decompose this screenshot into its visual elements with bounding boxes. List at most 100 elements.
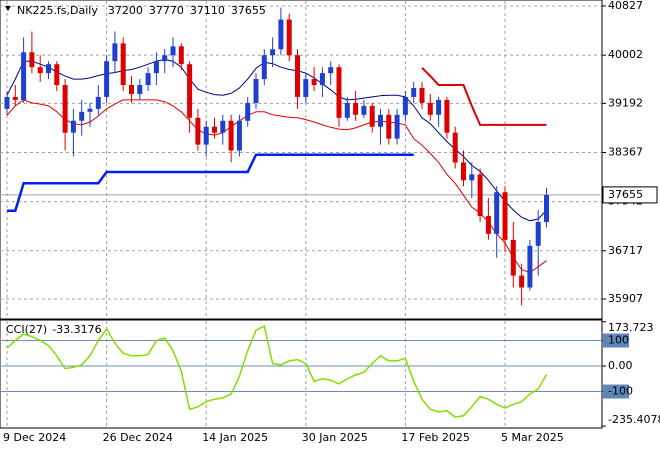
candle-body — [253, 79, 259, 103]
candle-body — [162, 55, 168, 62]
indicator-title: CCI(27) -33.3176 — [6, 323, 102, 336]
candle-body — [203, 126, 209, 145]
candle-body — [452, 132, 458, 163]
indicator-line — [6, 58, 547, 222]
x-tick-label: 17 Feb 2025 — [401, 431, 469, 444]
candle-body — [461, 162, 466, 181]
x-tick-label: 14 Jan 2025 — [202, 431, 268, 444]
last-low: 37110 — [190, 4, 225, 17]
candle-body — [535, 222, 541, 246]
candle-body — [278, 19, 284, 50]
candle-body — [178, 46, 184, 65]
candle-body — [129, 85, 134, 94]
candle-body — [54, 64, 60, 86]
y-tick-label: 100 — [608, 334, 629, 347]
cci-line — [6, 324, 548, 418]
candle-body — [120, 43, 126, 86]
last-open: 37200 — [108, 4, 143, 17]
candle-body — [187, 64, 193, 118]
x-tick-label: 5 Mar 2025 — [501, 431, 564, 444]
y-tick-label: 40002 — [608, 48, 643, 61]
candle-body — [137, 85, 143, 94]
level-box — [603, 384, 629, 399]
candle-body — [270, 49, 276, 56]
last-high: 37770 — [149, 4, 184, 17]
candle-body — [419, 88, 425, 103]
indicator-line — [421, 67, 547, 126]
candle-body — [361, 105, 367, 115]
candle-body — [12, 96, 18, 100]
candle-body — [510, 239, 516, 276]
candle-body — [469, 174, 475, 181]
level-box — [603, 333, 629, 348]
candle-body — [87, 108, 93, 112]
candle-body — [485, 216, 491, 234]
candle-body — [145, 73, 151, 86]
candle-body — [402, 96, 408, 115]
candle-body — [228, 120, 234, 151]
candle-body — [527, 245, 533, 288]
candle-body — [220, 120, 226, 133]
candle-body — [378, 114, 383, 127]
candle-body — [95, 96, 101, 109]
indicator-name: CCI(27) — [6, 323, 47, 336]
chart-title: NK225.fs,Daily 37200 37770 37110 37655 — [17, 4, 266, 17]
candle-body — [319, 73, 325, 86]
indicator-line — [7, 153, 414, 212]
candle-body — [494, 192, 500, 234]
candle-body — [427, 102, 433, 115]
candle-body — [37, 67, 43, 74]
y-tick-label: 35907 — [608, 292, 643, 305]
candle-body — [112, 43, 118, 62]
candle-body — [4, 96, 10, 109]
last-close: 37655 — [231, 4, 266, 17]
candle-body — [286, 19, 292, 56]
candle-body — [544, 194, 549, 223]
candle-body — [353, 102, 359, 115]
last-price-box — [602, 186, 658, 204]
y-tick-label: 38367 — [608, 146, 643, 159]
main-panel-frame — [0, 0, 603, 320]
candle-body — [29, 52, 35, 68]
x-tick-label: 26 Dec 2024 — [103, 431, 173, 444]
candle-body — [70, 120, 76, 133]
candle-body — [212, 126, 217, 133]
y-tick-label: 39192 — [608, 96, 643, 109]
candle-body — [195, 117, 201, 145]
candle-body — [328, 67, 334, 74]
candle-body — [303, 79, 309, 97]
candle-body — [62, 85, 68, 133]
y-tick-label: -235.4078 — [608, 413, 660, 426]
x-tick-label: 30 Jan 2025 — [302, 431, 368, 444]
symbol: NK225.fs,Daily — [17, 4, 98, 17]
candle-body — [21, 52, 27, 100]
candle-body — [344, 102, 350, 118]
candle-body — [261, 55, 267, 80]
candle-body — [411, 88, 417, 97]
candle-body — [519, 275, 525, 288]
candle-body — [170, 46, 176, 56]
candle-body — [245, 102, 251, 121]
candle-body — [311, 79, 317, 86]
candle-body — [394, 114, 400, 139]
y-tick-label: 173.723 — [608, 321, 654, 334]
marks-layer — [4, 7, 549, 418]
candle-body — [444, 99, 450, 133]
candle-body — [369, 105, 375, 127]
candle-body — [386, 114, 392, 139]
y-tick-label: 36717 — [608, 244, 643, 257]
candle-body — [477, 174, 483, 217]
candle-body — [104, 61, 110, 97]
candle-body — [295, 55, 300, 97]
candle-body — [79, 111, 85, 121]
indicator-line — [6, 99, 547, 274]
candle-body — [502, 192, 508, 240]
y-tick-label: 40827 — [608, 0, 643, 12]
candle-body — [236, 120, 242, 151]
x-tick-label: 9 Dec 2024 — [3, 431, 66, 444]
y-tick-label: 0.00 — [608, 359, 633, 372]
last-price-label: 37655 — [608, 188, 643, 201]
indicator-last: -33.3176 — [52, 323, 101, 336]
